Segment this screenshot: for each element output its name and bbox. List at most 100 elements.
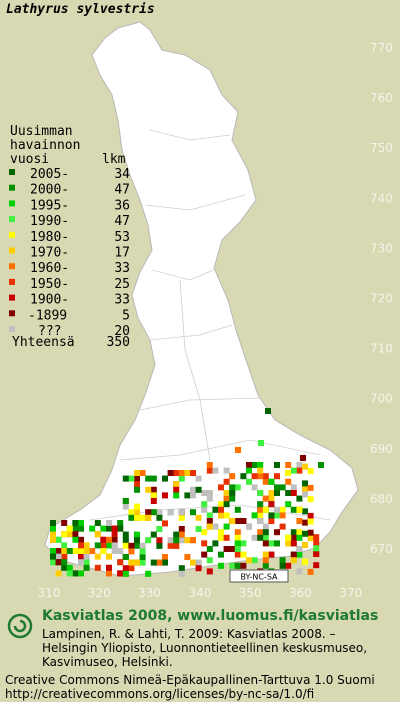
observation-square xyxy=(61,564,68,571)
legend-label: ??? xyxy=(38,324,61,339)
observation-square xyxy=(302,530,308,537)
observation-square xyxy=(262,534,269,541)
observation-square xyxy=(296,462,303,468)
observation-square xyxy=(296,495,303,502)
observation-square xyxy=(106,525,112,532)
observation-square xyxy=(240,562,247,569)
observation-square xyxy=(134,559,140,566)
observation-square xyxy=(218,534,224,541)
observation-square xyxy=(229,546,236,552)
observation-square xyxy=(150,486,157,493)
observation-square xyxy=(258,440,264,446)
observation-square xyxy=(234,551,241,558)
observation-square xyxy=(134,503,140,510)
legend-label: 1900- xyxy=(30,293,69,308)
observation-square xyxy=(106,553,112,560)
observation-square xyxy=(206,495,213,502)
observation-square xyxy=(94,520,101,526)
observation-square xyxy=(117,525,124,532)
logo xyxy=(7,613,33,639)
observation-square xyxy=(229,484,236,491)
observation-square xyxy=(307,518,314,525)
observation-square xyxy=(134,531,140,538)
legend-label: 2000- xyxy=(30,183,69,198)
observation-square xyxy=(302,486,308,492)
observation-square xyxy=(122,570,129,577)
observation-square xyxy=(156,514,163,521)
observation-square xyxy=(78,520,84,526)
observation-square xyxy=(279,506,286,513)
observation-square xyxy=(246,467,252,474)
observation-square xyxy=(178,531,185,538)
observation-square xyxy=(111,542,118,549)
observation-square xyxy=(296,534,303,541)
observation-square xyxy=(318,462,324,468)
observation-square xyxy=(195,514,202,521)
citation-line: Lampinen, R. & Lahti, T. 2009: Kasviatla… xyxy=(42,627,336,641)
observation-square xyxy=(240,473,247,480)
observation-square xyxy=(89,525,96,532)
observation-square xyxy=(117,520,124,526)
observation-square xyxy=(274,529,280,536)
observation-square xyxy=(117,548,124,554)
legend-header: vuosi xyxy=(10,152,49,167)
observation-square xyxy=(218,506,224,513)
observation-square xyxy=(94,542,101,549)
observation-square xyxy=(162,559,168,566)
legend-swatch xyxy=(9,263,15,270)
observation-square xyxy=(206,467,213,474)
observation-square xyxy=(184,470,191,476)
observation-squares xyxy=(50,408,324,580)
observation-square xyxy=(257,512,264,519)
y-grid-label: 770 xyxy=(370,41,393,55)
observation-square xyxy=(55,553,62,560)
observation-square xyxy=(134,509,140,516)
observation-square xyxy=(302,519,308,526)
legend-swatch xyxy=(9,294,15,301)
license-line: http://creativecommons.org/licenses/by-n… xyxy=(5,687,314,701)
legend-label: 1960- xyxy=(30,261,69,276)
observation-square xyxy=(201,551,208,558)
observation-square xyxy=(111,531,118,538)
y-grid-label: 720 xyxy=(370,292,393,306)
legend-swatch xyxy=(9,231,15,238)
observation-square xyxy=(128,514,135,521)
observation-square xyxy=(122,498,129,504)
citation-line: Kasvimuseo, Helsinki. xyxy=(42,655,173,669)
observation-square xyxy=(145,475,152,482)
x-grid-label: 310 xyxy=(38,586,61,600)
observation-square xyxy=(50,520,56,526)
observation-square xyxy=(257,490,264,496)
observation-square xyxy=(66,548,73,554)
observation-square xyxy=(106,536,112,543)
observation-square xyxy=(55,548,62,554)
observation-square xyxy=(167,470,174,476)
legend-count: 53 xyxy=(114,230,130,245)
observation-square xyxy=(178,565,185,572)
observation-square xyxy=(218,562,224,569)
observation-square xyxy=(229,518,236,524)
observation-square xyxy=(262,557,269,564)
observation-square xyxy=(268,551,275,558)
observation-square xyxy=(262,478,269,485)
observation-square xyxy=(106,520,112,526)
observation-square xyxy=(290,467,297,474)
observation-square xyxy=(257,518,264,524)
observation-square xyxy=(162,520,168,527)
observation-square xyxy=(178,526,185,532)
observation-square xyxy=(307,535,314,542)
observation-square xyxy=(229,490,236,496)
observation-square xyxy=(111,548,118,554)
observation-square xyxy=(150,531,157,538)
y-grid-label: 700 xyxy=(370,392,393,406)
observation-square xyxy=(307,568,314,575)
observation-square xyxy=(50,553,56,560)
observation-square xyxy=(190,470,196,476)
y-grid-label: 710 xyxy=(370,342,393,356)
observation-square xyxy=(290,506,297,513)
y-grid-label: 740 xyxy=(370,191,393,205)
observation-square xyxy=(139,514,146,521)
observation-square xyxy=(128,565,135,572)
observation-square xyxy=(246,478,252,485)
observation-square xyxy=(134,481,140,488)
